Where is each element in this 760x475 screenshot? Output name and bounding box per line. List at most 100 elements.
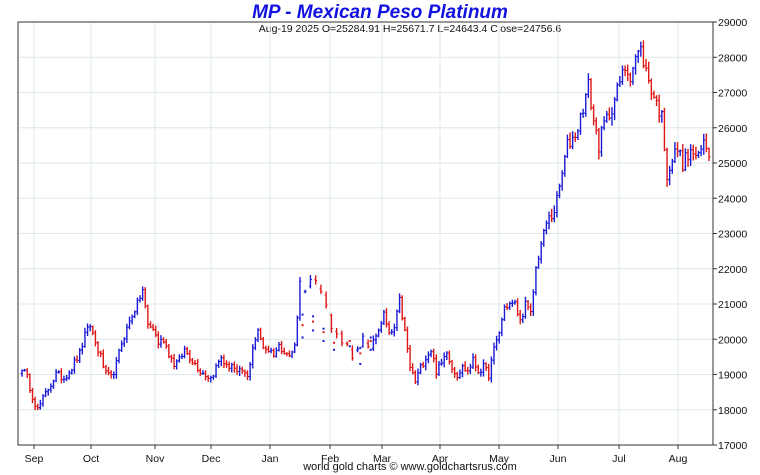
ohlc-bar — [526, 300, 530, 311]
ohlc-bar — [691, 144, 695, 161]
ohlc-bar — [190, 357, 194, 365]
ohlc-dot — [348, 340, 351, 343]
x-tick-label: Jul — [612, 453, 625, 465]
ohlc-bar — [162, 337, 166, 344]
ohlc-bar — [120, 340, 124, 353]
ohlc-bar — [403, 316, 407, 332]
ohlc-bar — [101, 349, 105, 369]
ohlc-bar — [560, 170, 564, 191]
ohlc-bar — [686, 148, 690, 167]
ohlc-bar — [641, 40, 645, 69]
ohlc-bar — [138, 295, 142, 303]
ohlc-dot — [359, 347, 362, 350]
ohlc-bar — [314, 275, 318, 285]
ohlc-bar — [468, 363, 472, 375]
ohlc-bar — [502, 304, 506, 322]
ohlc-bar — [371, 335, 375, 352]
ohlc-bar — [20, 369, 24, 377]
ohlc-bar — [579, 112, 583, 135]
ohlc-bar — [298, 277, 302, 321]
x-tick-label: Jan — [262, 453, 279, 465]
ohlc-bar — [222, 354, 226, 368]
ohlc-bar — [303, 289, 307, 294]
x-tick-label: Nov — [146, 453, 165, 465]
y-tick-label: 22000 — [718, 264, 747, 276]
ohlc-bar — [534, 266, 538, 296]
ohlc-bar — [424, 355, 428, 371]
ohlc-bar — [356, 346, 360, 353]
x-tick-label: Feb — [321, 453, 339, 465]
chart-footer: world gold charts © www.goldchartsrus.co… — [303, 461, 517, 473]
ohlc-bar — [647, 61, 651, 84]
ohlc-bar — [280, 340, 284, 355]
ohlc-bar — [290, 350, 294, 359]
ohlc-bar — [141, 286, 145, 301]
ohlc-bar — [432, 348, 436, 363]
ohlc-bar — [49, 383, 53, 393]
ohlc-bar — [122, 337, 126, 347]
ohlc-bar — [206, 374, 210, 382]
ohlc-bar — [563, 154, 567, 177]
ohlc-bar — [676, 142, 680, 158]
ohlc-dot — [333, 341, 336, 344]
ohlc-bar — [175, 359, 179, 370]
ohlc-bar — [707, 147, 711, 162]
ohlc-bar — [529, 303, 533, 317]
ohlc-bar — [455, 371, 459, 381]
ohlc-dot — [312, 315, 315, 318]
ohlc-bar — [117, 348, 121, 364]
ohlc-dot — [301, 324, 304, 327]
ohlc-bar — [471, 353, 475, 369]
ohlc-bar — [361, 332, 365, 348]
ohlc-bar — [521, 313, 525, 324]
ohlc-bar — [481, 359, 485, 377]
grid — [18, 21, 713, 446]
ohlc-bar — [447, 350, 451, 365]
x-tick-label: Apr — [432, 453, 449, 465]
x-axis: Sep Oct Nov Dec Jan Feb Mar Apr May Jun Jul Aug — [25, 445, 687, 465]
ohlc-dot — [301, 336, 304, 339]
ohlc-bar — [62, 375, 66, 383]
ohlc-bar — [442, 352, 446, 368]
ohlc-bar — [25, 368, 29, 379]
y-tick-label: 23000 — [718, 229, 747, 241]
ohlc-bar — [419, 362, 423, 375]
ohlc-bar — [293, 342, 297, 354]
ohlc-bar — [151, 323, 155, 331]
ohlc-bar — [340, 330, 344, 347]
ohlc-bar — [434, 354, 438, 379]
ohlc-bar — [500, 317, 504, 337]
ohlc-bar — [272, 348, 276, 358]
ohlc-bar — [649, 78, 653, 100]
y-tick-label: 29000 — [718, 17, 747, 29]
ohlc-bar — [274, 347, 278, 358]
ohlc-bar — [164, 338, 168, 349]
ohlc-bar — [80, 342, 84, 355]
ohlc-bar — [581, 108, 585, 118]
ohlc-bar — [652, 90, 656, 99]
ohlc-bar — [75, 355, 79, 363]
ohlc-bar — [99, 350, 103, 358]
ohlc-bar — [128, 316, 132, 330]
ohlc-bars — [20, 40, 711, 411]
y-tick-label: 28000 — [718, 52, 747, 64]
ohlc-bar — [180, 353, 184, 360]
ohlc-bar — [597, 127, 601, 160]
ohlc-bar — [133, 310, 137, 319]
ohlc-bar — [159, 335, 163, 348]
y-tick-label: 20000 — [718, 334, 747, 346]
x-tick-label: May — [489, 453, 510, 465]
ohlc-bar — [185, 346, 189, 355]
ohlc-bar — [489, 356, 493, 383]
ohlc-bar — [51, 379, 55, 389]
ohlc-bar — [259, 327, 263, 341]
ohlc-dot — [369, 340, 372, 343]
ohlc-bar — [416, 368, 420, 386]
ohlc-bar — [225, 360, 229, 368]
y-tick-label: 25000 — [718, 158, 747, 170]
ohlc-bar — [83, 327, 87, 348]
ohlc-bar — [565, 134, 569, 159]
y-tick-label: 18000 — [718, 405, 747, 417]
